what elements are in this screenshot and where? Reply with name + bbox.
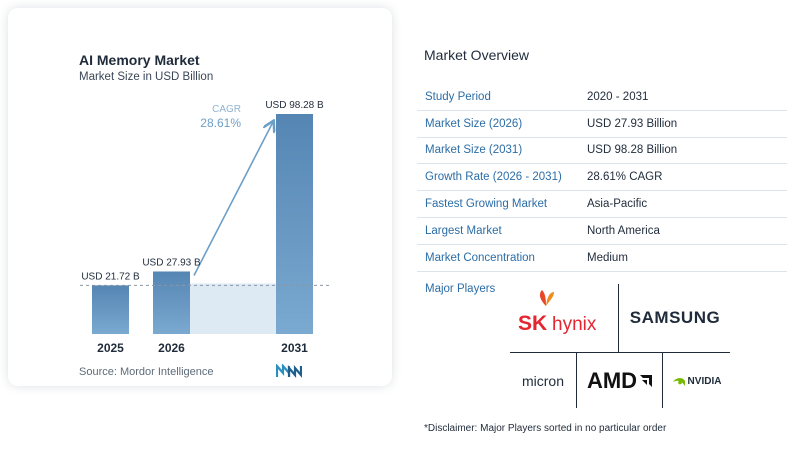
bar-2025	[92, 285, 129, 334]
hynix-text: hynix	[552, 314, 597, 335]
nvidia-eye-icon	[672, 377, 685, 386]
samsung-text: SAMSUNG	[629, 308, 721, 327]
overview-title: Market Overview	[424, 47, 530, 63]
grid-divider	[510, 352, 730, 353]
cagr-label: CAGR	[212, 104, 241, 115]
amd-logo: AMD	[577, 354, 662, 408]
overview-row: Growth Rate (2026 - 2031) 28.61% CAGR	[417, 164, 787, 192]
micron-text: micron	[521, 373, 564, 389]
overview-value: USD 98.28 Billion	[587, 144, 678, 157]
data-label-2026: USD 27.93 B	[142, 257, 201, 268]
grid-divider	[618, 284, 619, 352]
overview-value: Asia-Pacific	[587, 198, 648, 211]
tick-label-2025: 2025	[97, 341, 124, 355]
cagr-value: 28.61%	[200, 116, 241, 130]
nvidia-text: NVIDIA	[687, 375, 722, 387]
overview-value: USD 27.93 Billion	[587, 117, 678, 130]
grid-divider	[576, 352, 577, 408]
overview-value: 2020 - 2031	[587, 90, 649, 103]
overview-row: Fastest Growing Market Asia-Pacific	[417, 191, 787, 218]
sk-butterfly-icon	[539, 290, 554, 306]
tick-label-2031: 2031	[281, 341, 308, 355]
overview-value: North America	[587, 224, 660, 237]
disclaimer-text: *Disclaimer: Major Players sorted in no …	[424, 423, 667, 434]
overview-label: Market Concentration	[425, 251, 535, 264]
overview-label: Growth Rate (2026 - 2031)	[425, 171, 562, 184]
players-logo-grid: SK hynix SAMSUNG micron AMD NVIDIA	[510, 284, 730, 408]
tick-label-2026: 2026	[158, 341, 185, 355]
samsung-logo: SAMSUNG	[620, 288, 730, 348]
bar-chart: USD 21.72 B 2025 USD 27.93 B 2026 USD 98.28 …	[80, 100, 330, 355]
micron-logo: micron	[510, 354, 576, 408]
major-players-label: Major Players	[425, 283, 496, 295]
nvidia-logo: NVIDIA	[663, 354, 730, 408]
overview-row: Market Size (2031) USD 98.28 Billion	[417, 138, 787, 165]
overview-label: Fastest Growing Market	[425, 198, 548, 211]
overview-row: Study Period 2020 - 2031	[417, 84, 787, 111]
amd-arrow-icon	[640, 375, 653, 387]
data-label-2025: USD 21.72 B	[81, 271, 140, 282]
grid-divider	[662, 352, 663, 408]
overview-label: Study Period	[425, 90, 491, 103]
source-text: Source: Mordor Intelligence	[79, 366, 214, 378]
shaded-region	[190, 283, 276, 334]
bar-2026	[153, 271, 190, 334]
mordor-logo	[276, 364, 302, 378]
sk-text: SK	[518, 312, 548, 335]
cagr-arrow	[193, 122, 273, 276]
overview-value: Medium	[587, 251, 628, 264]
overview-table: Study Period 2020 - 2031 Market Size (202…	[417, 84, 787, 272]
amd-text: AMD	[586, 368, 638, 393]
overview-row: Market Size (2026) USD 27.93 Billion	[417, 111, 787, 138]
chart-title: AI Memory Market	[79, 52, 200, 68]
sk-hynix-logo: SK hynix	[514, 288, 614, 348]
overview-label: Market Size (2031)	[425, 144, 523, 157]
data-label-2031: USD 98.28 B	[265, 100, 324, 111]
overview-value: 28.61% CAGR	[587, 171, 663, 184]
bar-2031	[276, 114, 313, 334]
chart-subtitle: Market Size in USD Billion	[79, 71, 214, 83]
overview-label: Largest Market	[425, 224, 502, 237]
overview-row: Market Concentration Medium	[417, 245, 787, 272]
overview-row: Largest Market North America	[417, 218, 787, 245]
overview-label: Market Size (2026)	[425, 117, 523, 130]
